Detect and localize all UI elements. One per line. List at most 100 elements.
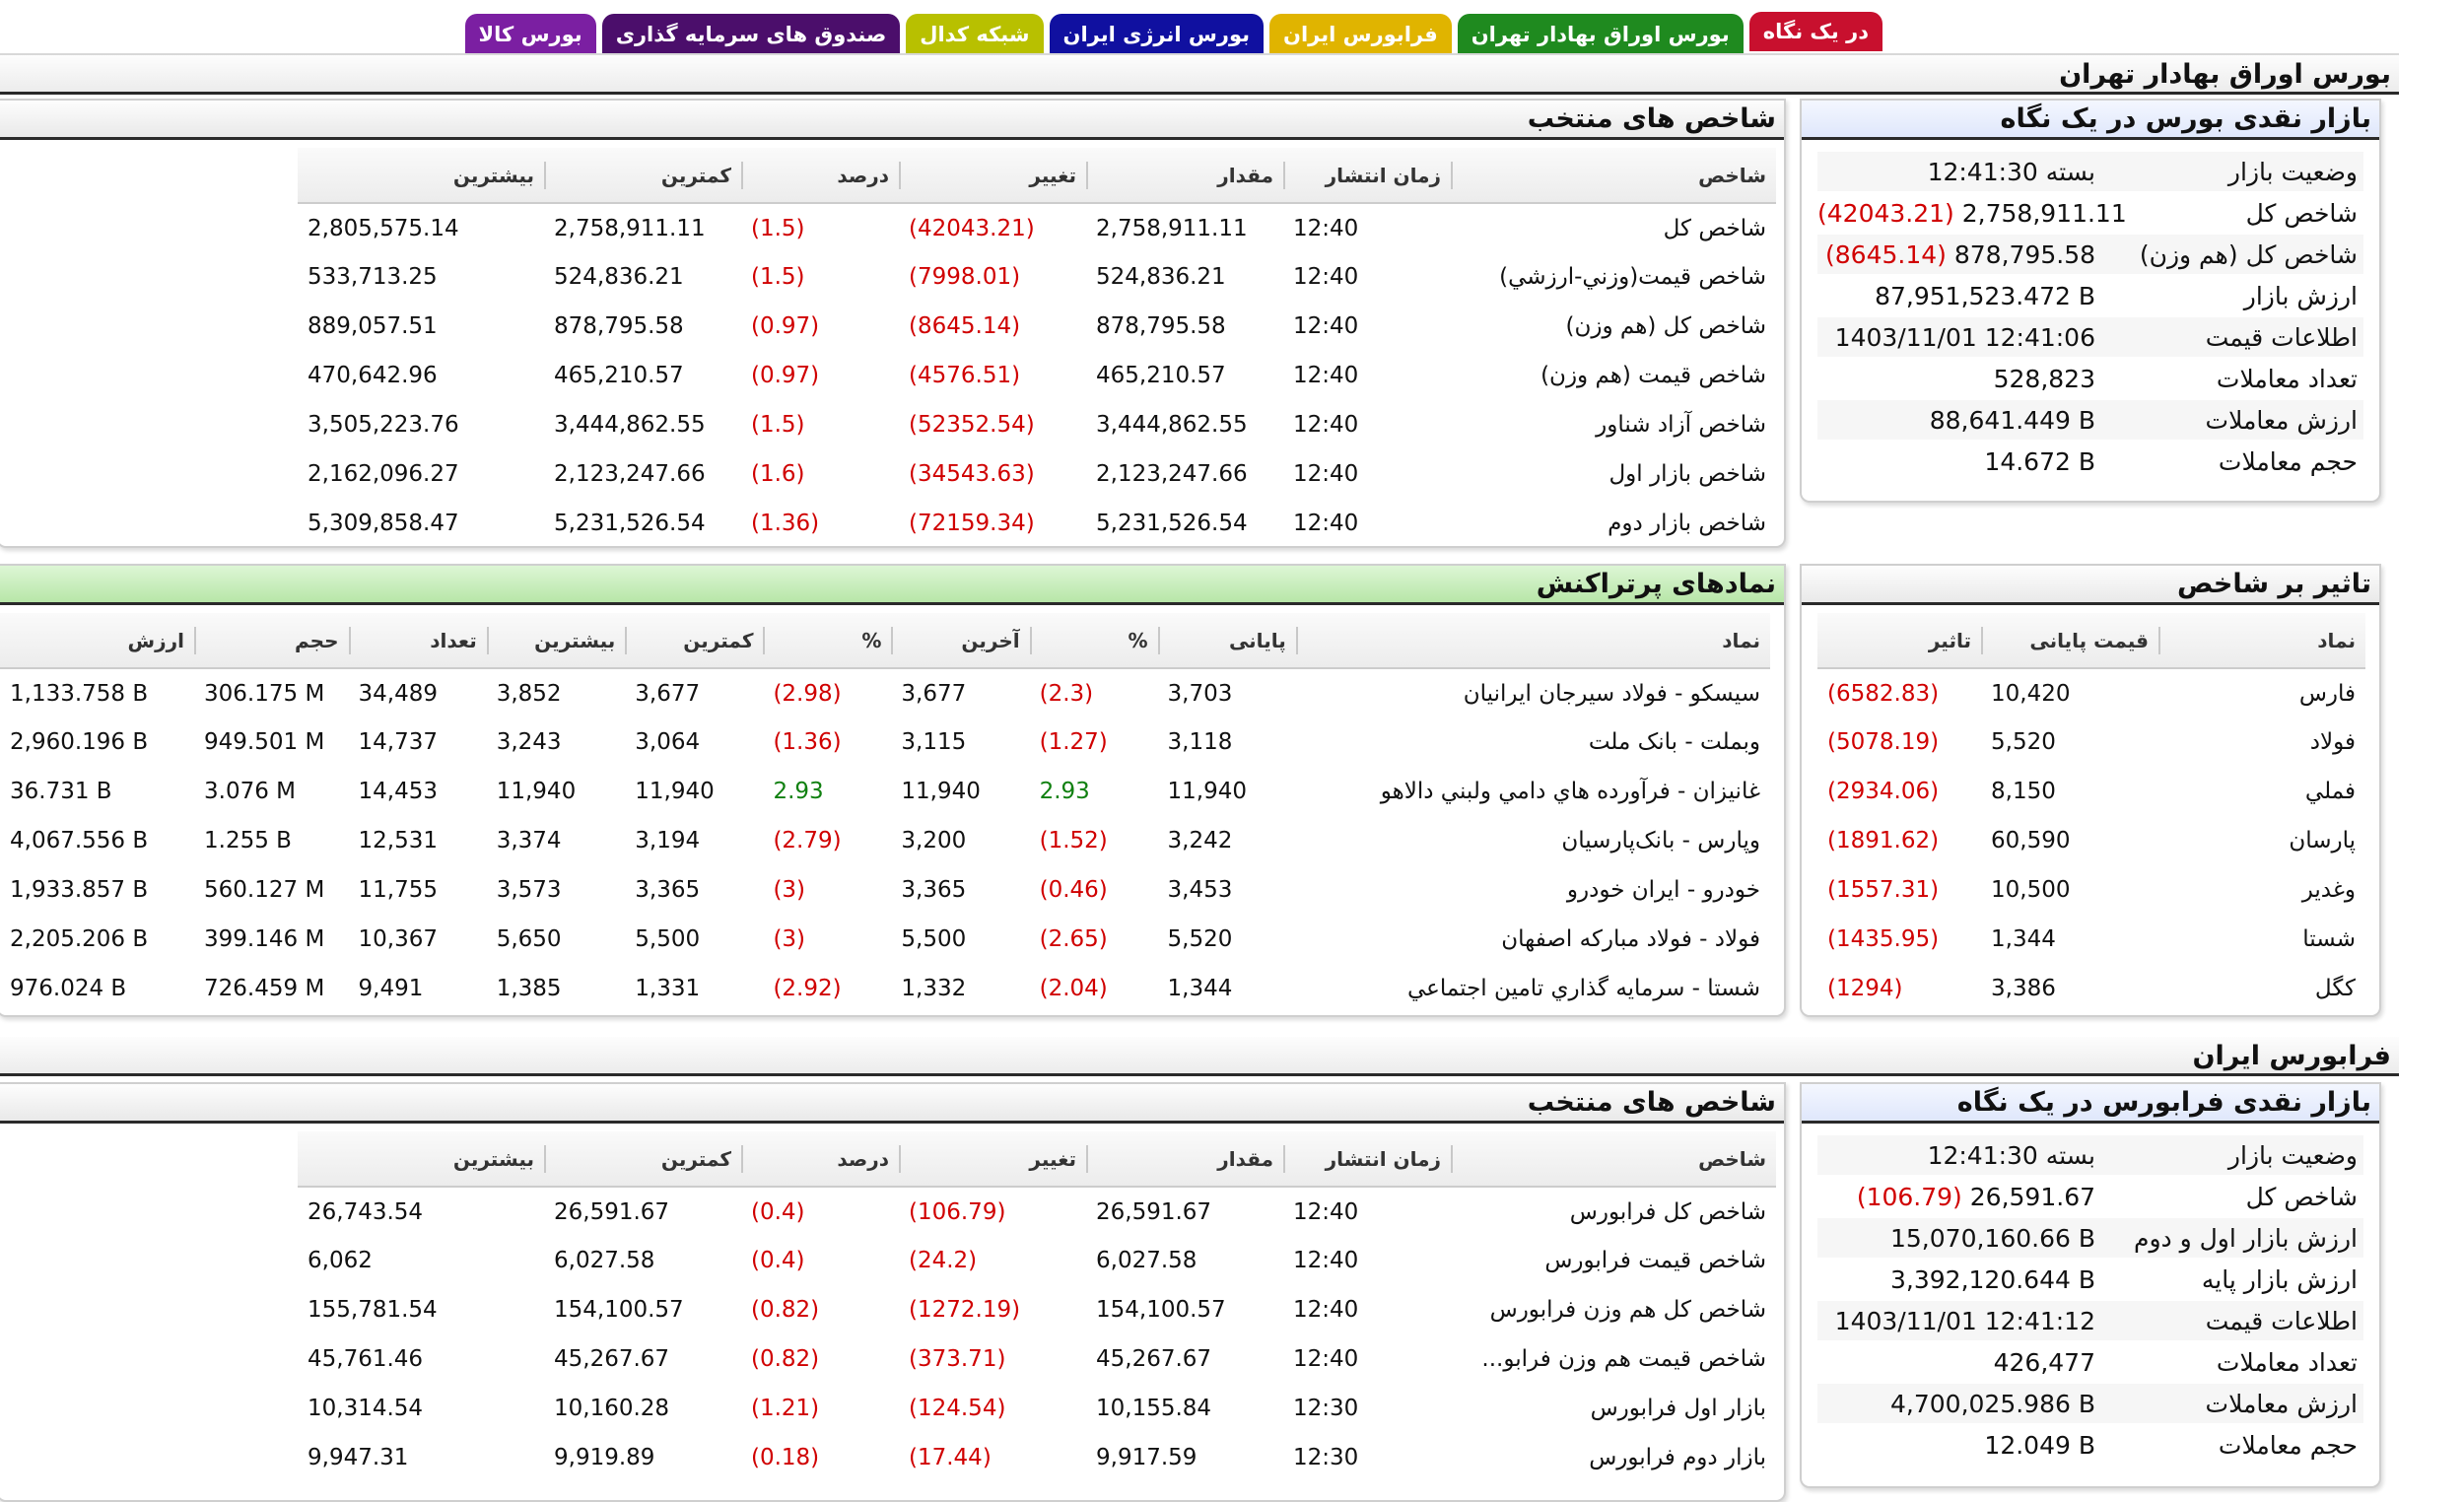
table-cell: 2,123,247.66 [1086,449,1283,499]
table-row[interactable]: شستا 1,344 (1435.95) [1817,915,2365,964]
tab-3[interactable]: بورس انرژی ایران [1049,14,1265,55]
table-cell[interactable]: غانيزان - فرآورده هاي دامي ولبني دالاهو [1380,779,1760,804]
table-row[interactable]: فولاد 5,520 (5078.19) [1817,717,2365,767]
table-cell: 9,491 [358,976,424,1001]
glance-value: 88,641.449 B [1929,405,2095,435]
table-cell[interactable]: شاخص بازار اول [1451,449,1776,499]
table-row[interactable]: شاخص قيمت فرابورس 12:40 6,027.58 (24.2) (0.4… [298,1236,1776,1285]
table-cell[interactable]: فولاد - فولاد مبارکه اصفهان [1295,915,1770,964]
column-header[interactable]: آخرین [891,613,1030,669]
table-cell[interactable]: وبملت - بانک ملت [1295,717,1770,767]
table-cell: 949.501 M [194,717,349,767]
table-row[interactable]: وپارس - بانک‌پارسيان 3,242 (1.52) 3,200 (2.7… [0,816,1770,865]
table-cell[interactable]: خودرو - ايران‌ خودرو [1566,877,1760,903]
table-row[interactable]: خودرو - ايران‌ خودرو 3,453 (0.46) 3,365 (3) 3… [0,865,1770,915]
table-row[interactable]: بازار اول فرابورس 12:30 10,155.84 (124.54) (… [298,1384,1776,1433]
column-header[interactable]: شاخص [1451,1131,1776,1188]
tab-6[interactable]: بورس کالا [464,14,596,55]
tab-4[interactable]: شبکه کدال [906,14,1044,55]
tab-0[interactable]: در یک نگاه [1748,12,1882,51]
tab-5[interactable]: صندوق های سرمایه گذاری [601,14,901,55]
table-cell[interactable]: فارس [2298,680,2356,707]
table-row[interactable]: شاخص کل (هم وزن) 12:40 878,795.58 (8645.14)… [298,302,1776,351]
column-header[interactable]: بیشترین [298,148,544,204]
column-header[interactable]: بیشترین [486,613,626,669]
table-cell[interactable]: شاخص قيمت فرابورس [1451,1236,1776,1285]
column-header[interactable]: حجم [194,613,349,669]
table-cell: 26,591.67 [554,1198,670,1225]
table-cell[interactable]: شاخص کل (هم وزن) [1565,313,1766,339]
table-cell[interactable]: بازار دوم فرابورس [1451,1433,1776,1482]
table-cell[interactable]: فولاد [2158,717,2365,767]
tse-glance-title: بازار نقدی بورس در یک نگاه [2000,103,2372,134]
table-row[interactable]: سيسکو - فولاد سيرجان ايرانيان 3,703 (2.3) 3… [0,668,1770,717]
column-header[interactable]: مقدار [1086,1131,1283,1188]
table-row[interactable]: بازار دوم فرابورس 12:30 9,917.59 (17.44) (0.… [298,1433,1776,1482]
glance-number: 878,795.58 [1953,239,2095,269]
table-row[interactable]: شاخص کل 12:40 2,758,911.11 (42043.21) (1.5) 2… [298,203,1776,252]
table-row[interactable]: شاخص قيمت هم وزن فرابو... 12:40 45,267.67(… [298,1334,1776,1384]
table-row[interactable]: وبملت - بانک ملت 3,118 (1.27) 3,115 (1.36) 3,… [0,717,1770,767]
table-cell[interactable]: شاخص قيمت(وزني-ارزشي) [1451,252,1776,302]
table-row[interactable]: شاخص بازار دوم 12:40 5,231,526.54 (72159.34… [298,499,1776,548]
column-header[interactable]: % [1029,613,1158,669]
table-row[interactable]: شاخص کل هم وزن فرابورس 12:40 154,100.57 (12… [298,1285,1776,1334]
table-row[interactable]: کگل 3,386 (1294) [1817,964,2365,1013]
column-header[interactable]: ارزش [0,613,195,669]
table-row[interactable]: شاخص قيمت(وزني-ارزشي) 12:40 524,836.21 (799… [298,252,1776,302]
table-row[interactable]: شاخص قیمت (هم وزن) 12:40 465,210.57 (4576.5… [298,351,1776,400]
table-cell[interactable]: شاخص کل فرابورس [1569,1198,1766,1225]
table-row[interactable]: غانيزان - فرآورده هاي دامي ولبني دالاهو 1… [0,767,1770,816]
table-row[interactable]: پارسان 60,590 (1891.62) [1817,816,2365,865]
column-header[interactable]: شاخص [1451,148,1776,204]
table-row[interactable]: شاخص کل فرابورس 12:40 26,591.67 (106.79) (0.… [298,1187,1776,1236]
column-header[interactable]: قیمت پایانی [1981,613,2158,669]
table-cell[interactable]: شاخص کل [1663,215,1766,241]
column-header[interactable]: بیشترین [298,1131,544,1188]
column-header[interactable]: تغییر [899,148,1086,204]
table-cell[interactable]: شاخص آزاد شناور [1596,412,1766,438]
tse-impact-table: نماد قیمت پایانی تاثیر فارس 10,420 (6582.83) ف… [1817,613,2365,1013]
table-cell[interactable]: وپارس - بانک‌پارسيان [1295,816,1770,865]
table-cell[interactable]: سيسکو - فولاد سيرجان ايرانيان [1463,680,1760,707]
column-header[interactable]: نماد [2158,613,2365,669]
table-row[interactable]: وغدير 10,500 (1557.31) [1817,865,2365,915]
column-header[interactable]: مقدار [1086,148,1283,204]
column-header[interactable]: کمترین [625,613,764,669]
table-cell[interactable]: فملي [2304,779,2356,804]
column-header-label: تغییر [1029,163,1076,187]
table-cell[interactable]: کگل [2314,976,2356,1001]
table-cell[interactable]: شاخص کل هم وزن فرابورس [1489,1297,1766,1323]
table-cell[interactable]: وغدير [2301,877,2356,903]
table-row[interactable]: فملي 8,150 (2934.06) [1817,767,2365,816]
table-row[interactable]: شستا - سرمايه گذاري تامين اجتماعي 1,344 (2… [0,964,1770,1013]
table-cell: 12:30 [1283,1433,1451,1482]
column-header[interactable]: زمان انتشار [1283,1131,1451,1188]
table-row[interactable]: فارس 10,420 (6582.83) [1817,668,2365,717]
tab-1[interactable]: بورس اوراق بهادار تهران [1457,14,1744,55]
table-cell[interactable]: شاخص قيمت هم وزن فرابو... [1451,1334,1776,1384]
column-header[interactable]: تعداد [348,613,487,669]
table-cell[interactable]: بازار اول فرابورس [1590,1396,1766,1421]
table-cell: 1,385 [496,976,562,1001]
table-row[interactable]: شاخص آزاد شناور 12:40 3,444,862.55 (52352.5… [298,400,1776,449]
column-header[interactable]: نماد [1295,613,1770,669]
column-header[interactable]: پایانی [1157,613,1296,669]
table-cell[interactable]: شستا - سرمايه گذاري تامين اجتماعي [1406,976,1760,1001]
column-header[interactable]: کمترین [544,148,741,204]
table-row[interactable]: شاخص بازار اول 12:40 2,123,247.66 (34543.63… [298,449,1776,499]
table-cell[interactable]: شاخص بازار دوم [1608,511,1766,536]
column-header-label: ارزش [127,628,185,652]
column-header[interactable]: تغییر [899,1131,1086,1188]
column-header[interactable]: درصد [741,1131,899,1188]
table-row[interactable]: فولاد - فولاد مبارکه اصفهان 5,520 (2.65) 5,… [0,915,1770,964]
table-cell[interactable]: شاخص قیمت (هم وزن) [1451,351,1776,400]
column-header[interactable]: % [763,613,892,669]
column-header[interactable]: زمان انتشار [1283,148,1451,204]
table-cell[interactable]: شستا [2158,915,2365,964]
column-header[interactable]: کمترین [544,1131,741,1188]
table-cell[interactable]: پارسان [2158,816,2365,865]
column-header[interactable]: تاثیر [1817,613,1981,669]
column-header[interactable]: درصد [741,148,899,204]
tab-2[interactable]: فرابورس ایران [1269,14,1452,55]
